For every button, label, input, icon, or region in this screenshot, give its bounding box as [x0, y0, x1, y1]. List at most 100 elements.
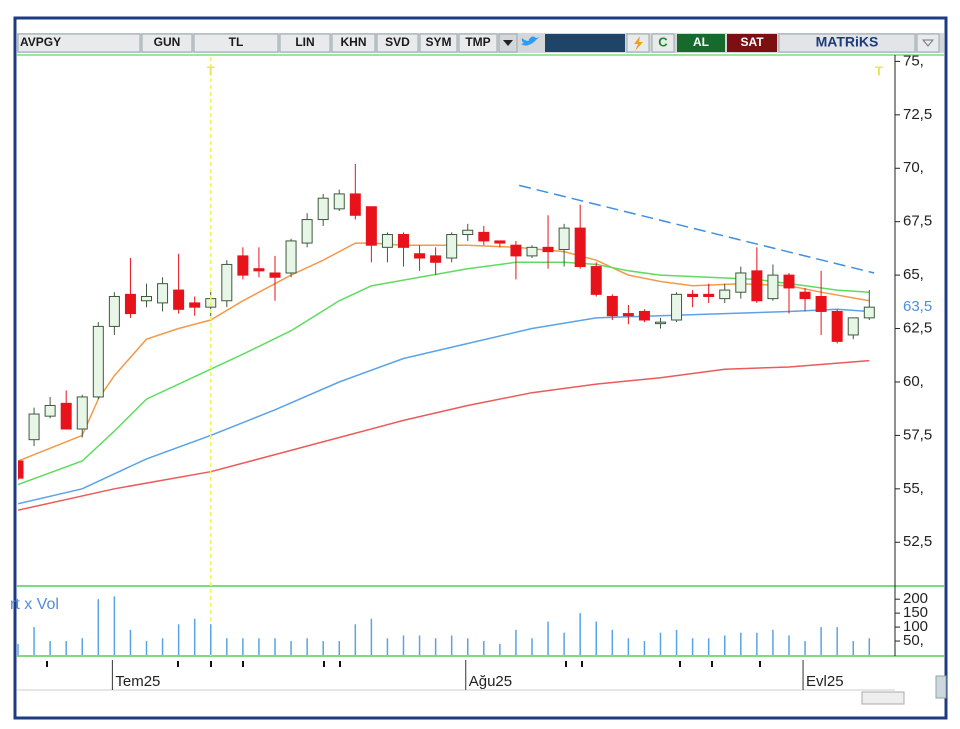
candle-body	[333, 193, 345, 210]
candle-body	[28, 413, 40, 441]
candle-body	[414, 253, 426, 259]
y-tick-label: 75,	[903, 52, 924, 69]
y-tick-label: 60,	[903, 373, 924, 390]
toolbar-label: TL	[229, 35, 244, 49]
candle-body	[799, 291, 811, 300]
candle-body	[526, 246, 538, 257]
trendline	[518, 184, 875, 274]
candle-body	[253, 268, 265, 272]
refresh-icon: C	[658, 34, 668, 49]
toolbar-button[interactable]	[419, 33, 458, 53]
candle-body	[301, 219, 313, 244]
candle-body	[189, 302, 201, 308]
candle-body	[510, 244, 522, 257]
candle-body	[831, 310, 843, 342]
candle-body	[18, 460, 24, 479]
moving-average	[18, 308, 870, 505]
candle-body	[478, 231, 490, 242]
candle-body	[558, 227, 570, 250]
toolbar-label: SYM	[425, 35, 451, 49]
candle-body	[735, 272, 747, 293]
last-price: 63,5	[903, 298, 932, 315]
y-tick-label: 62,5	[903, 320, 932, 337]
refresh-button[interactable]	[651, 33, 675, 53]
toolbar-button[interactable]	[279, 33, 331, 53]
candle-body	[863, 306, 875, 319]
buy-button[interactable]	[677, 34, 725, 52]
candle-body	[751, 270, 763, 302]
y-tick-label: 200	[903, 590, 928, 607]
toolbar-label: SVD	[385, 35, 410, 49]
candle-body	[542, 246, 554, 253]
candle-body	[157, 283, 169, 304]
candle-body	[60, 402, 72, 430]
y-tick-label: 70,	[903, 159, 924, 176]
y-tick-label: 50,	[903, 632, 924, 649]
toolbar-button[interactable]	[458, 33, 498, 53]
candle-body	[622, 313, 634, 317]
candle-body	[703, 293, 715, 297]
y-tick-label: 100	[903, 618, 928, 635]
toolbar-button[interactable]	[376, 33, 419, 53]
x-tick-label: Evl25	[806, 673, 844, 690]
plot	[18, 163, 875, 511]
candle-body	[44, 404, 56, 417]
candle-body	[365, 206, 377, 246]
candle-body	[173, 289, 185, 310]
toolbar-label: KHN	[341, 35, 367, 49]
scrollbar[interactable]	[861, 691, 905, 705]
dropdown-icon	[503, 40, 513, 46]
candle-body	[462, 229, 474, 236]
candle-body	[237, 255, 249, 276]
candle-body	[381, 234, 393, 248]
candle-body	[638, 310, 650, 321]
candle-body	[687, 293, 699, 297]
candle-body	[719, 289, 731, 300]
candle-body	[654, 321, 666, 325]
candle-body	[671, 293, 683, 321]
marker-label: T	[875, 63, 883, 78]
candle-body	[767, 274, 779, 300]
toolbar-label: TMP	[465, 35, 490, 49]
y-tick-label: 65,	[903, 266, 924, 283]
twitter-icon	[521, 36, 540, 46]
y-tick-label: 55,	[903, 480, 924, 497]
symbol: AVPGY	[20, 35, 61, 49]
toolbar-button[interactable]	[331, 33, 376, 53]
toolbar-button[interactable]	[141, 33, 193, 53]
brand-box	[778, 33, 916, 53]
toolbar-dark	[545, 34, 625, 52]
candle-body	[349, 193, 361, 216]
candle-body	[269, 272, 281, 278]
candle-body	[76, 396, 88, 430]
window-frame	[13, 16, 948, 720]
candle-body	[606, 295, 618, 317]
candle-body	[317, 197, 329, 221]
symbol-box[interactable]	[17, 33, 141, 53]
y-tick-label: 57,5	[903, 426, 932, 443]
y-tick-label: 67,5	[903, 213, 932, 230]
menu-button[interactable]	[916, 33, 940, 53]
candle-body	[783, 274, 795, 289]
x-tick-label: Tem25	[115, 673, 160, 690]
candle-body	[124, 293, 136, 315]
y-tick-label: 52,5	[903, 533, 932, 550]
candle-body	[108, 295, 120, 327]
menu-icon	[921, 39, 935, 47]
dropdown-button[interactable]	[498, 33, 518, 53]
candle-body	[446, 234, 458, 259]
sell-button[interactable]	[727, 34, 777, 52]
candle-body	[815, 295, 827, 312]
candle-body	[397, 234, 409, 248]
y-tick-label: 150	[903, 604, 928, 621]
candle-body	[285, 240, 297, 274]
volume-title: rt x Vol	[10, 596, 59, 613]
sell-label: SAT	[740, 35, 764, 49]
side-button[interactable]	[935, 675, 947, 699]
buy-label: AL	[693, 35, 709, 49]
bolt-icon	[634, 36, 643, 51]
toolbar-button[interactable]	[193, 33, 279, 53]
y-tick-label: 72,5	[903, 106, 932, 123]
